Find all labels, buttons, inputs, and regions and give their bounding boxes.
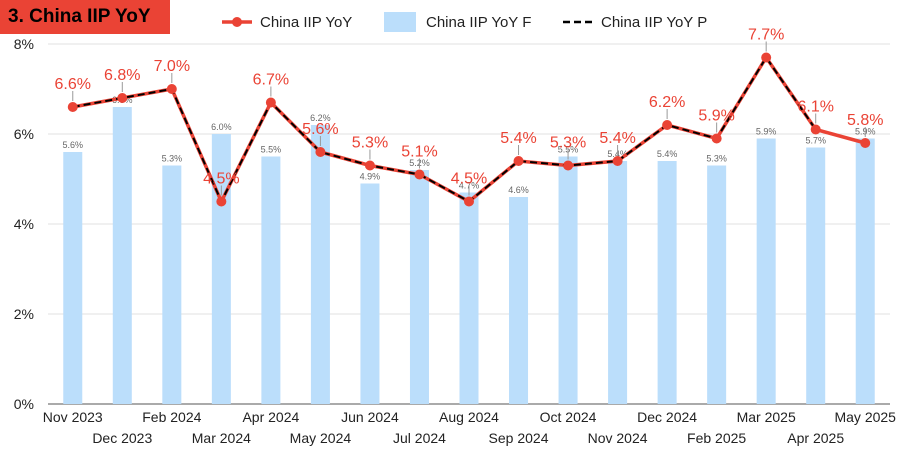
- x-tick-label: Mar 2025: [737, 409, 796, 425]
- line-point: [810, 124, 821, 135]
- x-tick-label: Mar 2024: [192, 430, 251, 446]
- legend-label: China IIP YoY F: [426, 14, 531, 31]
- x-tick-label: Apr 2025: [787, 430, 844, 446]
- x-axis: Nov 2023 Dec 2023 Feb 2024 Mar 2024 Apr 2024…: [43, 409, 896, 446]
- x-tick-label: Aug 2024: [439, 409, 499, 425]
- legend-label: China IIP YoY: [260, 14, 352, 31]
- legend-label: China IIP YoY P: [601, 14, 707, 31]
- bar: [112, 107, 132, 404]
- line-value-label: 7.0%: [154, 58, 190, 75]
- line-value-label: 4.5%: [203, 171, 239, 188]
- y-axis: 0% 2% 4% 6% 8%: [14, 36, 34, 412]
- line-labels: 6.6% 6.8% 7.0% 4.5% 6.7% 5.6% 5.3% 5.1% 4.5% 5.4%…: [55, 27, 884, 188]
- bar-value-label: 5.3%: [162, 154, 183, 164]
- line-value-label: 6.1%: [797, 99, 833, 116]
- line-point: [513, 156, 524, 166]
- line-value-label: 5.6%: [302, 121, 338, 138]
- line-point: [612, 156, 623, 166]
- line-value-label: 6.8%: [104, 67, 140, 84]
- line-point: [662, 120, 673, 130]
- line-value-label: 5.9%: [698, 108, 734, 125]
- line-value-label: 5.4%: [500, 130, 536, 147]
- legend: China IIP YoY China IIP YoY F China IIP Yo…: [222, 12, 707, 32]
- legend-swatch-dot: [232, 17, 242, 27]
- bar-value-label: 5.5%: [261, 145, 282, 155]
- line-value-label: 6.2%: [649, 94, 685, 111]
- line-value-label: 4.5%: [451, 171, 487, 188]
- bar-value-label: 5.9%: [756, 127, 777, 137]
- x-tick-label: Dec 2024: [637, 409, 697, 425]
- line-point: [711, 133, 722, 144]
- bar: [63, 152, 83, 404]
- line-point: [166, 84, 177, 94]
- bar: [509, 197, 529, 404]
- x-tick-label: Oct 2024: [540, 409, 597, 425]
- bar-value-label: 5.6%: [63, 140, 84, 150]
- bar-value-label: 5.4%: [657, 149, 678, 159]
- line-value-label: 5.4%: [599, 130, 635, 147]
- bar: [806, 147, 826, 404]
- bar-value-label: 4.6%: [508, 185, 529, 195]
- x-tick-label: Feb 2024: [142, 409, 201, 425]
- line-value-label: 5.3%: [550, 135, 586, 152]
- bar: [310, 125, 330, 404]
- x-tick-label: Jul 2024: [393, 430, 446, 446]
- bar: [162, 165, 182, 404]
- bar: [409, 170, 429, 404]
- line-value-label: 6.6%: [55, 76, 91, 93]
- bar: [657, 161, 677, 404]
- x-tick-label: Apr 2024: [242, 409, 299, 425]
- bar: [360, 183, 380, 404]
- line-point: [464, 196, 474, 207]
- line-point: [414, 169, 425, 180]
- line-value-label: 7.7%: [748, 27, 784, 44]
- x-tick-label: Nov 2023: [43, 409, 103, 425]
- x-tick-label: Dec 2023: [92, 430, 152, 446]
- bar-value-label: 4.9%: [360, 172, 381, 182]
- y-tick-label: 4%: [14, 216, 34, 232]
- x-tick-label: Sep 2024: [489, 430, 549, 446]
- bar: [707, 165, 727, 404]
- x-tick-label: May 2025: [834, 409, 896, 425]
- x-tick-label: Feb 2025: [687, 430, 746, 446]
- bar-value-label: 6.0%: [211, 122, 232, 132]
- iip-p-line: [72, 55, 817, 204]
- y-tick-label: 6%: [14, 126, 34, 142]
- bar: [459, 192, 479, 404]
- line-point: [216, 196, 227, 207]
- bars-series: [63, 107, 875, 404]
- bar-value-label: 5.7%: [805, 136, 826, 146]
- y-tick-label: 2%: [14, 306, 34, 322]
- line-value-label: 6.7%: [253, 72, 289, 89]
- x-tick-label: Nov 2024: [588, 430, 648, 446]
- legend-swatch-bar: [384, 12, 416, 32]
- bar: [855, 138, 875, 404]
- chart-title: 3. China IIP YoY: [0, 0, 170, 34]
- line-point: [563, 160, 574, 171]
- line-points: [67, 41, 871, 207]
- bar-value-label: 6.2%: [310, 113, 331, 123]
- bar-value-label: 5.3%: [706, 154, 727, 164]
- y-tick-label: 0%: [14, 396, 34, 412]
- line-value-label: 5.1%: [401, 144, 437, 161]
- bar: [608, 161, 628, 404]
- bar: [558, 156, 578, 404]
- line-value-label: 5.3%: [352, 135, 388, 152]
- bar: [261, 156, 281, 404]
- line-point: [761, 52, 772, 63]
- y-tick-label: 8%: [14, 36, 34, 52]
- line-point: [265, 97, 276, 108]
- bar: [756, 138, 776, 404]
- x-tick-label: May 2024: [290, 430, 352, 446]
- line-point: [315, 147, 326, 157]
- line-point: [67, 102, 78, 112]
- line-point: [117, 93, 128, 103]
- line-value-label: 5.8%: [847, 112, 883, 129]
- line-point: [364, 160, 375, 171]
- x-tick-label: Jun 2024: [341, 409, 399, 425]
- line-point: [860, 138, 871, 148]
